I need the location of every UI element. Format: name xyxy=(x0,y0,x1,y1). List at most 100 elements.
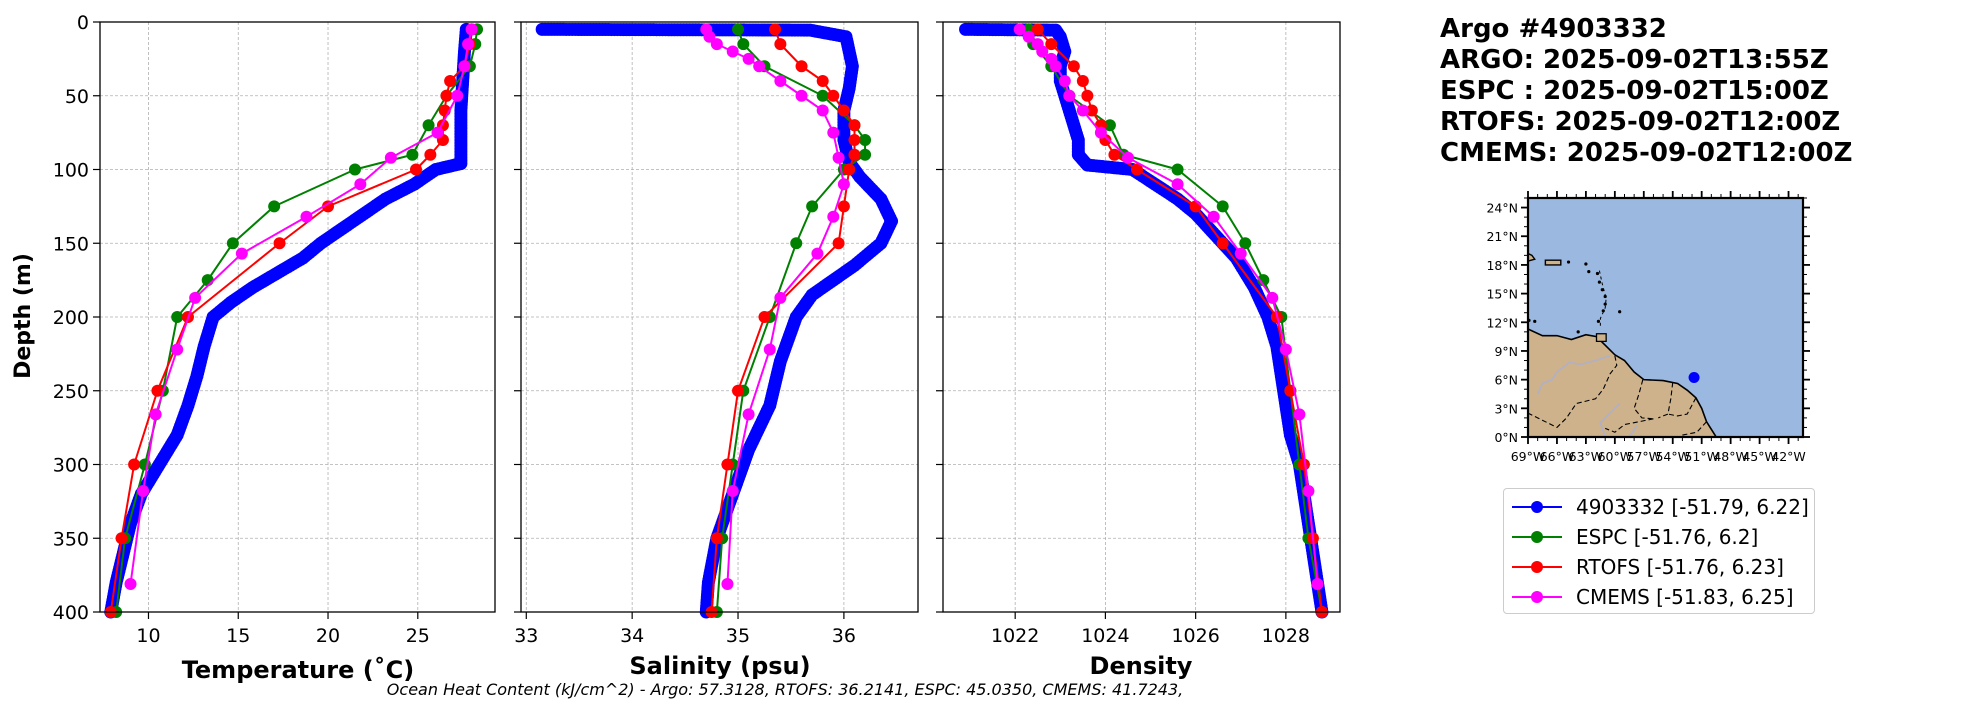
cmems-marker xyxy=(1266,291,1279,304)
cmems-marker xyxy=(726,485,739,498)
espc-marker xyxy=(1171,163,1184,176)
map-frame xyxy=(1526,196,1805,439)
y-tick-label: 400 xyxy=(53,602,89,624)
country-border xyxy=(1667,397,1697,417)
cmems-marker xyxy=(774,75,787,87)
rtofs-marker xyxy=(848,148,861,161)
rtofs-marker xyxy=(732,384,745,397)
espc-marker xyxy=(806,200,819,213)
rtofs-marker xyxy=(837,200,850,213)
legend-entry-espc: ESPC [-51.76, 6.2] xyxy=(1512,523,1758,551)
espc-marker xyxy=(226,237,239,250)
salinity-axis-label: Salinity (psu) xyxy=(629,652,810,680)
espc-marker xyxy=(201,274,214,287)
espc-profile-line xyxy=(115,29,479,613)
cmems-marker xyxy=(816,104,829,117)
rtofs-marker xyxy=(440,89,453,102)
espc-marker xyxy=(1239,237,1252,250)
cmems-marker xyxy=(827,210,840,223)
rtofs-marker xyxy=(837,104,850,117)
map-lon-label: 63°W xyxy=(1569,449,1604,464)
cmems-marker xyxy=(1293,408,1306,421)
cmems-marker xyxy=(354,178,367,191)
cmems-marker xyxy=(1013,23,1026,36)
header-float-id: Argo #4903332 xyxy=(1440,14,1667,44)
island-dot xyxy=(1597,280,1602,284)
trinidad-land xyxy=(1595,333,1607,343)
cmems-marker xyxy=(462,38,475,51)
cmems-marker xyxy=(811,247,824,260)
cmems-marker xyxy=(149,408,162,421)
cmems-marker xyxy=(1234,247,1247,260)
map-lat-label: 9°N xyxy=(1494,344,1518,359)
x-tick-label: 1022 xyxy=(991,625,1039,647)
ocean-heat-content-caption: Ocean Heat Content (kJ/cm^2) - Argo: 57.… xyxy=(386,680,1184,699)
island-dot xyxy=(1618,310,1622,314)
density-panel: 1022 1024 1026 1028 xyxy=(936,21,1341,647)
x-tick-label: 20 xyxy=(316,625,340,647)
legend-label-rtofs: RTOFS [-51.76, 6.23] xyxy=(1576,555,1784,579)
map-lat-label: 15°N xyxy=(1486,287,1518,302)
rtofs-profile-line xyxy=(710,29,856,613)
legend-entry-rtofs: RTOFS [-51.76, 6.23] xyxy=(1512,553,1784,581)
x-tick-label: 25 xyxy=(406,625,430,647)
cmems-marker xyxy=(465,23,478,36)
x-tick-label: 1026 xyxy=(1171,625,1219,647)
cmems-marker xyxy=(742,52,755,65)
cmems-marker xyxy=(753,60,766,73)
y-tick-label: 300 xyxy=(53,455,89,477)
cmems-marker xyxy=(1121,151,1134,164)
rtofs-marker xyxy=(1076,75,1089,87)
island-dot xyxy=(1587,270,1591,274)
espc-marker xyxy=(268,200,281,213)
rtofs-marker xyxy=(273,237,286,250)
salinity-panel: 33 34 35 36 xyxy=(514,21,919,647)
rtofs-marker xyxy=(128,458,141,471)
rtofs-marker xyxy=(795,60,808,73)
y-tick-label: 200 xyxy=(53,307,89,329)
cmems-marker xyxy=(837,178,850,191)
x-tick-label: 33 xyxy=(514,625,538,647)
rtofs-marker xyxy=(710,532,723,545)
cmems-marker xyxy=(171,343,184,356)
y-tick-label: 100 xyxy=(53,160,89,182)
rtofs-marker xyxy=(151,384,164,397)
country-border xyxy=(1633,379,1654,420)
rtofs-marker xyxy=(1067,60,1080,73)
country-border xyxy=(1604,418,1654,433)
float-location-marker xyxy=(1688,372,1700,384)
cmems-marker xyxy=(1036,45,1049,58)
legend-entry-cmems: CMEMS [-51.83, 6.25] xyxy=(1512,583,1794,611)
cmems-marker xyxy=(1058,75,1071,87)
location-map: 24°N 21°N 18°N 15°N 12°N 9°N 6°N 3°N 0°N 69°W66°W… xyxy=(1486,191,1810,464)
cmems-marker xyxy=(726,45,739,58)
antilles-outline xyxy=(1598,270,1607,327)
rtofs-marker xyxy=(848,119,861,132)
map-lon-label: 45°W xyxy=(1742,449,1777,464)
cmems-marker xyxy=(431,126,444,139)
legend-swatch-argo xyxy=(1512,493,1562,521)
rtofs-marker xyxy=(816,75,829,87)
rtofs-marker xyxy=(444,75,457,87)
rtofs-marker xyxy=(410,163,422,176)
map-lat-label: 0°N xyxy=(1494,430,1518,445)
country-border xyxy=(1658,382,1674,419)
island-dot xyxy=(1603,302,1607,306)
header-rtofs-time: RTOFS: 2025-09-02T12:00Z xyxy=(1440,107,1841,137)
legend: 4903332 [-51.79, 6.22] ESPC [-51.76, 6.2… xyxy=(1503,488,1815,614)
cmems-marker xyxy=(763,343,776,356)
y-tick-label: 0 xyxy=(77,12,89,34)
legend-swatch-espc xyxy=(1512,523,1562,551)
header-espc-time: ESPC : 2025-09-02T15:00Z xyxy=(1440,76,1829,106)
island-dot xyxy=(1600,288,1604,292)
espc-marker xyxy=(816,89,829,102)
country-border xyxy=(1527,355,1618,429)
espc-marker xyxy=(790,237,803,250)
cmems-marker xyxy=(1311,577,1324,590)
x-tick-label: 34 xyxy=(620,625,644,647)
rtofs-marker xyxy=(424,148,437,161)
cmems-marker xyxy=(795,89,808,102)
cmems-marker xyxy=(384,151,397,164)
rtofs-marker xyxy=(1189,200,1202,213)
